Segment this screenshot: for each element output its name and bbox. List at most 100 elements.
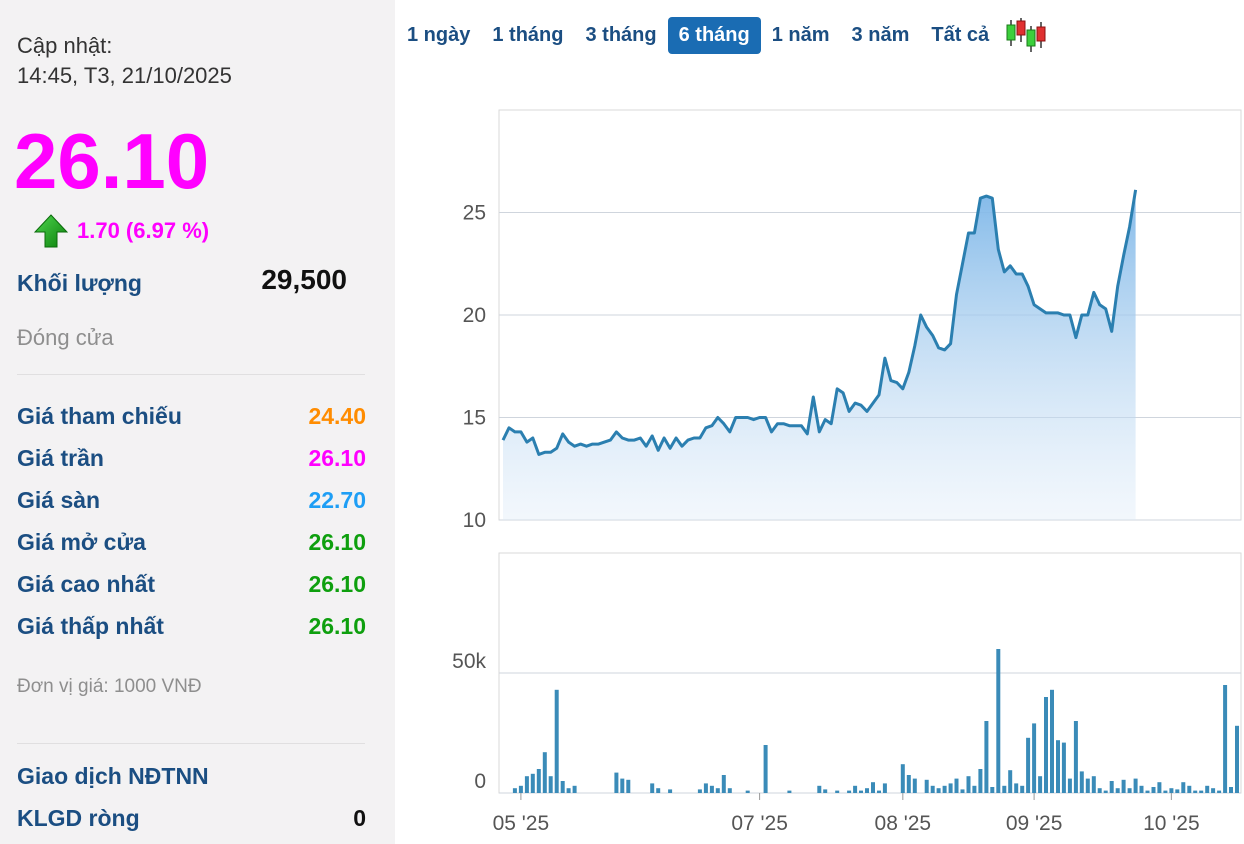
candlestick-icon[interactable] (1004, 17, 1046, 54)
volume-bar (650, 783, 655, 793)
volume-bar (1050, 689, 1054, 793)
volume-bar (1109, 781, 1114, 793)
volume-bar (1169, 788, 1174, 793)
volume-bar (703, 783, 708, 793)
volume-bar (1157, 782, 1162, 793)
tab-1-day[interactable]: 1 ngày (407, 24, 471, 46)
volume-bar (1211, 788, 1216, 793)
open-price-label: Giá mở cửa (17, 529, 146, 555)
volume-bar (626, 779, 631, 793)
volume-bar (721, 775, 726, 793)
price-tick-label: 15 (463, 407, 486, 430)
volume-bar (924, 779, 929, 793)
date-tick-label: 10 '25 (1143, 812, 1200, 835)
volume-bar (859, 790, 863, 793)
volume-bar (1199, 790, 1204, 793)
volume-bar (1187, 785, 1192, 793)
volume-bar (871, 782, 875, 793)
volume-bar (787, 790, 792, 793)
volume-tick-label: 0 (474, 770, 486, 793)
volume-bar (530, 773, 535, 793)
price-tick-label: 20 (463, 304, 486, 327)
volume-bar (745, 790, 750, 793)
volume-bar (882, 783, 887, 793)
volume-bar (566, 788, 571, 793)
price-axis-labels: 10 15 20 25 (463, 202, 486, 533)
volume-bar (1079, 771, 1084, 793)
volume-bar (512, 788, 517, 793)
divider (17, 743, 365, 744)
high-price-value: 26.10 (308, 571, 366, 597)
volume-bar (1181, 782, 1186, 793)
volume-bar (709, 785, 714, 793)
time-range-tabs: 1 ngày 1 tháng 3 tháng 6 tháng 1 năm 3 n… (396, 17, 1046, 54)
volume-label: Khối lượng (17, 270, 142, 296)
volume-bar (572, 785, 577, 793)
volume-bar (1038, 776, 1043, 793)
price-area (503, 189, 1136, 520)
volume-bar (1008, 770, 1013, 793)
volume-bar (1163, 790, 1168, 793)
volume-bar (906, 775, 911, 793)
foreign-trading-title: Giao dịch NĐTNN (17, 763, 209, 789)
volume-bar (1139, 785, 1144, 793)
tab-1-month[interactable]: 1 tháng (492, 24, 564, 46)
volume-bar (817, 785, 822, 793)
volume-bar (954, 778, 959, 793)
volume-bar (614, 772, 619, 793)
volume-bar (1061, 742, 1066, 793)
volume-bar (1115, 788, 1120, 793)
volume-bar (1091, 776, 1096, 793)
volume-bar (966, 776, 971, 793)
tab-1-year[interactable]: 1 năm (771, 24, 830, 46)
volume-bar (620, 778, 625, 793)
volume-bar (1032, 723, 1037, 793)
volume-value: 29,500 (261, 264, 347, 295)
tab-3-years[interactable]: 3 năm (851, 24, 910, 46)
reference-price-value: 24.40 (308, 403, 366, 429)
volume-bar (656, 788, 661, 793)
volume-gridlines (498, 552, 1242, 794)
date-tick-label: 05 '25 (493, 812, 550, 835)
tab-3-months[interactable]: 3 tháng (585, 24, 657, 46)
volume-bar (697, 789, 702, 793)
volume-bar (1056, 740, 1060, 793)
volume-bar (877, 790, 881, 793)
session-status: Đóng cửa (17, 325, 114, 350)
tab-6-months[interactable]: 6 tháng (667, 17, 761, 54)
high-price-label: Giá cao nhất (17, 571, 156, 597)
volume-bar (518, 785, 523, 793)
volume-bar (960, 789, 965, 793)
volume-bar (1145, 790, 1150, 793)
date-tick-label: 09 '25 (1006, 812, 1063, 835)
quote-summary-panel: Cập nhật: 14:45, T3, 21/10/2025 26.10 1.… (0, 0, 395, 844)
volume-bar (984, 721, 989, 793)
volume-bar (1223, 685, 1228, 793)
volume-bar (668, 789, 673, 793)
volume-bar (715, 788, 720, 793)
volume-bar (1026, 737, 1031, 793)
floor-price-value: 22.70 (308, 487, 366, 513)
floor-price-label: Giá sàn (17, 487, 101, 513)
volume-bar (948, 783, 953, 793)
volume-bar (1020, 785, 1025, 793)
volume-bar (1175, 789, 1180, 793)
volume-bar (1067, 778, 1072, 793)
price-change-text: 1.70 (6.97 %) (77, 218, 210, 243)
volume-bar (835, 790, 840, 793)
volume-bar (554, 689, 559, 793)
low-price-value: 26.10 (308, 613, 366, 639)
volume-bar (847, 790, 852, 793)
volume-bar (1193, 790, 1198, 793)
volume-bar (1014, 783, 1019, 793)
volume-bar (1085, 778, 1090, 793)
volume-axis-labels: 0 50k (452, 650, 486, 793)
date-tick-label: 08 '25 (875, 812, 932, 835)
volume-bar (1151, 787, 1156, 793)
volume-bar (900, 764, 905, 793)
update-timestamp: 14:45, T3, 21/10/2025 (17, 63, 232, 88)
volume-bar (1229, 787, 1233, 793)
tab-all[interactable]: Tất cả (931, 24, 990, 46)
volume-bar (930, 785, 935, 793)
